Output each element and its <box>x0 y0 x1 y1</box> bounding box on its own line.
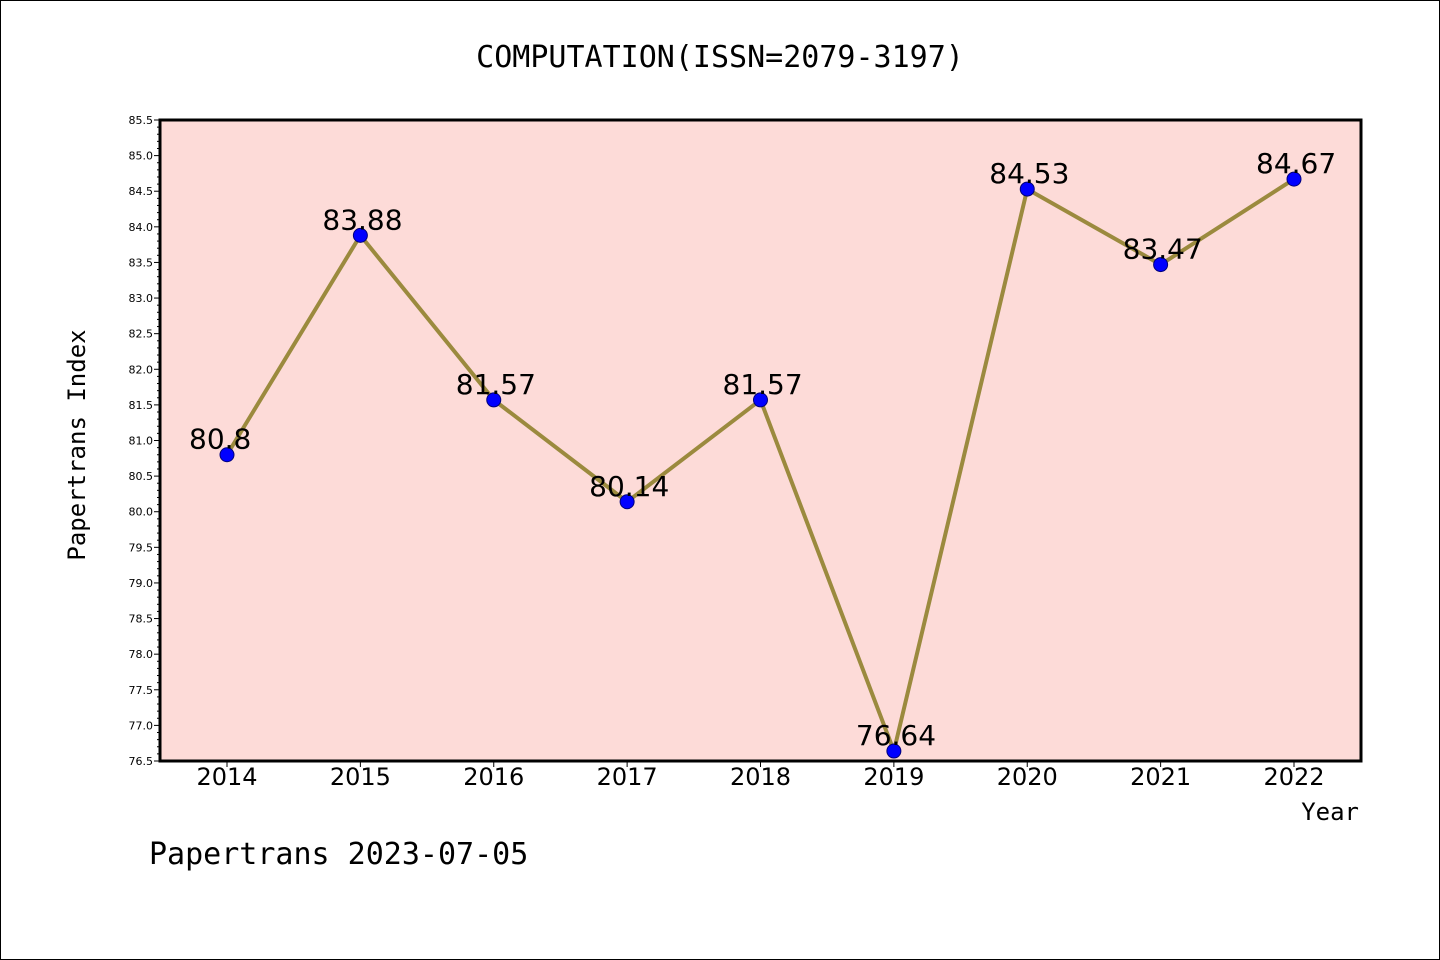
data-point <box>219 447 235 463</box>
x-tick-label: 2014 <box>196 763 257 791</box>
data-point <box>486 392 502 408</box>
y-tick-label: 78.5 <box>129 613 154 626</box>
y-tick-label: 80.0 <box>129 506 154 519</box>
y-tick-label: 85.0 <box>129 150 154 163</box>
data-point <box>619 494 635 510</box>
y-tick-label: 82.0 <box>129 363 154 376</box>
x-tick-label: 2022 <box>1263 763 1324 791</box>
y-tick-label: 84.0 <box>129 221 154 234</box>
y-tick-label: 84.5 <box>129 185 154 198</box>
y-tick-label: 78.0 <box>129 648 154 661</box>
y-tick-label: 77.5 <box>129 684 154 697</box>
footer-credit: Papertrans 2023-07-05 <box>149 837 528 872</box>
data-point <box>886 743 902 759</box>
data-label: 80.8 <box>189 423 251 456</box>
x-tick-label: 2021 <box>1130 763 1191 791</box>
plot-border <box>158 118 1363 763</box>
y-axis: 76.5 77.0 77.5 78.0 78.5 79.0 79.5 80.0 80.5 81.0… <box>129 114 160 768</box>
data-label: 84.67 <box>1256 147 1336 180</box>
x-tick-label: 2019 <box>863 763 924 791</box>
data-point <box>352 227 368 243</box>
x-tick-label: 2016 <box>463 763 524 791</box>
x-axis: 2014 2015 2016 2017 2018 2019 2020 2021 2022 <box>196 761 1325 791</box>
y-tick-label: 79.5 <box>129 541 154 554</box>
x-tick-label: 2015 <box>330 763 391 791</box>
y-tick-label: 85.5 <box>129 114 154 127</box>
x-tick-label: 2017 <box>597 763 658 791</box>
plot-area <box>160 120 1361 761</box>
y-tick-label: 83.0 <box>129 292 154 305</box>
y-tick-label: 77.0 <box>129 719 154 732</box>
y-tick-label: 80.5 <box>129 470 154 483</box>
y-tick-label: 82.5 <box>129 328 154 341</box>
data-point <box>753 392 768 408</box>
data-point <box>1019 181 1035 197</box>
data-label-layer: 80.8 83.88 81.57 80.14 81.57 76.64 84.53 83.47 8… <box>189 147 1336 752</box>
y-tick-label: 81.0 <box>129 435 154 448</box>
data-label: 83.88 <box>322 203 402 236</box>
y-tick-label: 83.5 <box>129 256 154 269</box>
data-label: 81.57 <box>723 368 803 401</box>
data-label: 76.64 <box>856 719 936 752</box>
data-label: 80.14 <box>589 470 669 503</box>
y-tick-label: 81.5 <box>129 399 154 412</box>
data-point <box>1153 257 1169 273</box>
x-axis-title: Year <box>1301 798 1359 826</box>
y-tick-label: 79.0 <box>129 577 154 590</box>
y-axis-title: Papertrans Index <box>63 329 91 560</box>
series-layer <box>219 171 1302 759</box>
chart-title: COMPUTATION(ISSN=2079-3197) <box>476 40 964 75</box>
data-point <box>1286 171 1302 187</box>
x-tick-label: 2020 <box>997 763 1058 791</box>
data-label: 83.47 <box>1123 233 1203 266</box>
x-tick-label: 2018 <box>730 763 791 791</box>
y-tick-label: 76.5 <box>129 755 154 768</box>
data-label: 81.57 <box>456 368 536 401</box>
data-label: 84.53 <box>989 157 1069 190</box>
